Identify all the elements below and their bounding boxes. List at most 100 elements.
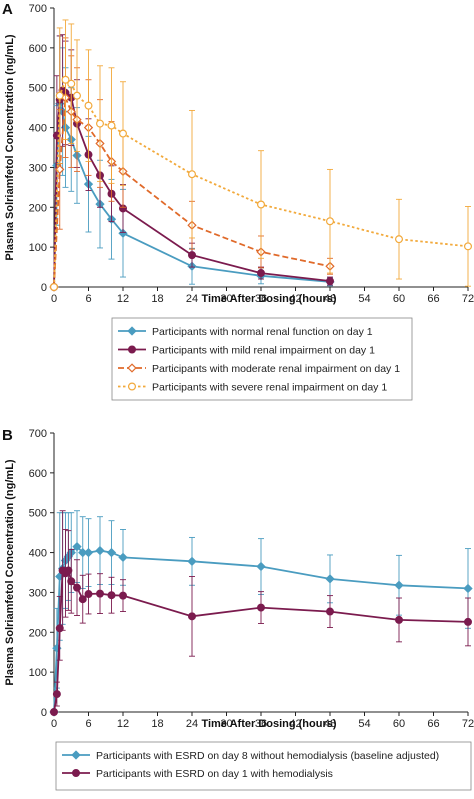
data-point	[61, 75, 70, 84]
data-point	[95, 119, 104, 128]
panel-letter: B	[2, 427, 13, 444]
panel-letter: A	[2, 1, 13, 18]
x-axis-title: Time After Dosing (hours)	[201, 718, 336, 730]
x-tick-label: 18	[151, 718, 163, 730]
x-tick-label: 54	[358, 293, 370, 305]
legend-label: Participants with mild renal impairment …	[152, 345, 375, 357]
y-tick-label: 200	[29, 202, 47, 214]
data-point	[325, 574, 335, 584]
data-point	[55, 164, 65, 175]
legend-box	[111, 317, 413, 401]
y-tick-label: 600	[29, 468, 47, 480]
x-tick-label: 6	[85, 293, 91, 305]
x-tick-label: 72	[462, 293, 474, 305]
data-point	[188, 251, 197, 260]
y-tick-label: 300	[29, 162, 47, 174]
x-tick-label: 66	[427, 293, 439, 305]
data-point	[78, 595, 87, 604]
y-tick-label: 700	[29, 428, 47, 440]
data-point	[64, 566, 73, 575]
x-tick-label: 48	[324, 293, 336, 305]
data-point	[49, 283, 58, 292]
y-tick-label: 0	[41, 282, 47, 294]
data-point	[464, 617, 473, 626]
data-point	[84, 101, 93, 110]
data-point	[67, 577, 76, 586]
x-tick-label: 0	[51, 718, 57, 730]
chart-panel-b: B 0 100 200 300 400 500 600 700 0 6 12 18 24 30 36 42 48 5…	[2, 427, 474, 791]
data-point	[106, 547, 117, 558]
data-point	[256, 561, 266, 572]
legend-marker	[128, 382, 137, 391]
legend-label: Participants with normal renal function …	[152, 326, 373, 338]
data-point	[72, 583, 81, 592]
x-tick-label: 42	[289, 293, 301, 305]
legend-marker	[127, 363, 137, 373]
x-tick-label: 0	[51, 293, 57, 305]
y-tick-label: 100	[29, 667, 47, 679]
y-tick-label: 100	[29, 242, 47, 254]
legend-marker	[128, 345, 137, 354]
data-point	[395, 235, 404, 244]
y-tick-label: 300	[29, 587, 47, 599]
x-tick-label: 36	[255, 293, 267, 305]
series-line	[53, 97, 331, 288]
legend-marker	[127, 326, 137, 336]
series-line	[53, 78, 469, 288]
series-2	[49, 510, 473, 716]
legend: Participants with normal renal function …	[111, 317, 413, 401]
x-axis-title: Time After Dosing (hours)	[201, 293, 336, 305]
x-tick-label: 60	[393, 293, 405, 305]
data-point	[394, 580, 404, 590]
x-tick-label: 12	[117, 293, 129, 305]
data-point	[52, 131, 61, 140]
data-point	[257, 603, 266, 612]
y-tick-label: 400	[29, 123, 47, 135]
data-point	[257, 200, 266, 209]
x-tick-label: 36	[255, 718, 267, 730]
y-tick-label: 500	[29, 508, 47, 520]
legend-label: Participants with moderate renal impairm…	[152, 363, 400, 375]
data-point	[49, 707, 58, 716]
data-point	[463, 583, 473, 594]
data-point	[395, 615, 404, 624]
series-4	[49, 19, 473, 292]
legend: Participants with ESRD on day 8 without …	[55, 741, 472, 791]
data-point	[118, 129, 127, 138]
legend-label: Participants with severe renal impairmen…	[152, 382, 387, 394]
x-tick-label: 6	[85, 718, 91, 730]
y-tick-label: 600	[29, 43, 47, 55]
y-tick-label: 400	[29, 548, 47, 560]
data-point	[118, 591, 127, 600]
data-point	[83, 547, 94, 558]
x-tick-label: 72	[462, 718, 474, 730]
data-point	[107, 121, 116, 130]
data-point	[55, 91, 64, 100]
x-tick-label: 24	[186, 293, 198, 305]
legend-label: Participants with ESRD on day 1 with hem…	[96, 768, 333, 780]
data-point	[257, 269, 266, 278]
chart-panel-a: A 0 100 200 300 400 500 600 700 0 6 12 18 24 30 36 42 48 5…	[2, 1, 474, 401]
y-tick-label: 200	[29, 627, 47, 639]
data-point	[118, 228, 128, 238]
x-tick-label: 24	[186, 718, 198, 730]
data-point	[326, 277, 335, 286]
data-point	[67, 79, 76, 88]
x-tick-label: 30	[220, 293, 232, 305]
x-tick-label: 18	[151, 293, 163, 305]
legend-marker	[71, 768, 80, 777]
data-point	[187, 556, 197, 566]
x-tick-label: 30	[220, 718, 232, 730]
data-point	[326, 607, 335, 616]
data-point	[55, 624, 64, 633]
legend-marker	[71, 750, 81, 760]
y-axis-title: Plasma Solriamfetol Concentration (ng/mL…	[4, 34, 16, 260]
data-point	[188, 170, 197, 179]
data-point	[95, 589, 104, 598]
legend-label: Participants with ESRD on day 8 without …	[96, 750, 439, 762]
x-tick-label: 54	[358, 718, 370, 730]
data-point	[464, 242, 473, 251]
data-point	[188, 612, 197, 621]
